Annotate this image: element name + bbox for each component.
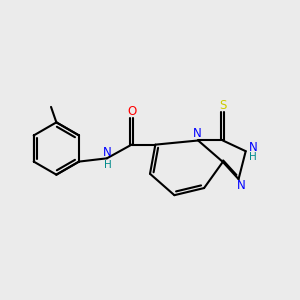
Text: N: N [248, 141, 257, 154]
Text: N: N [193, 128, 202, 140]
Text: H: H [103, 160, 111, 170]
Text: O: O [127, 105, 136, 118]
Text: N: N [103, 146, 112, 159]
Text: S: S [220, 99, 227, 112]
Text: H: H [249, 152, 257, 161]
Text: N: N [237, 179, 245, 192]
